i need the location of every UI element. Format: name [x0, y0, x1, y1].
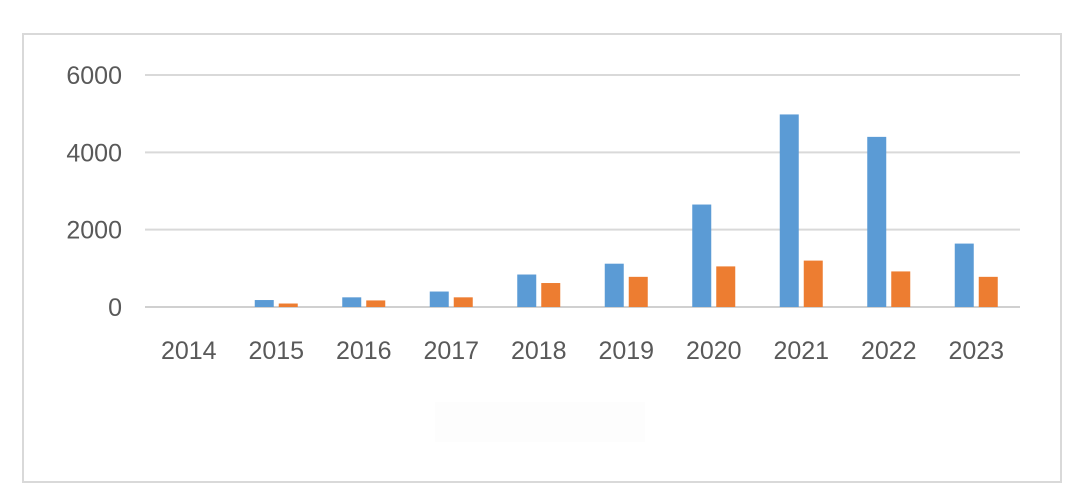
- x-tick-label: 2016: [336, 337, 392, 365]
- y-tick-label: 0: [108, 294, 122, 322]
- x-axis-tick-labels: 2014 2015 2016 2017 2018 2019 2020 2021 2022 2023: [161, 337, 1004, 365]
- bar-series2-2021: [803, 260, 823, 307]
- bar-series2-2015: [278, 303, 298, 307]
- x-tick-label: 2020: [686, 337, 742, 365]
- bars: [254, 114, 998, 307]
- bar-series1-2020: [692, 204, 712, 307]
- bar-series1-2015: [254, 300, 274, 307]
- x-tick-label: 2021: [773, 337, 829, 365]
- x-tick-label: 2023: [948, 337, 1004, 365]
- bar-series1-2018: [517, 274, 537, 307]
- bar-series2-2022: [891, 271, 911, 307]
- legend-area: [435, 402, 645, 442]
- bar-series2-2017: [453, 297, 473, 307]
- bar-series2-2018: [541, 283, 561, 307]
- x-tick-label: 2015: [248, 337, 304, 365]
- x-tick-label: 2019: [598, 337, 654, 365]
- y-tick-label: 2000: [66, 217, 122, 245]
- x-tick-label: 2017: [423, 337, 479, 365]
- bar-series1-2022: [867, 136, 887, 307]
- y-tick-label: 4000: [66, 139, 122, 167]
- bar-series2-2019: [628, 276, 648, 307]
- y-axis-tick-labels: 0 2000 4000 6000: [66, 62, 122, 322]
- bar-series2-2023: [978, 276, 998, 307]
- bar-series1-2023: [954, 243, 974, 307]
- bar-series1-2017: [429, 291, 449, 307]
- bar-series1-2019: [604, 263, 624, 307]
- x-tick-label: 2018: [511, 337, 567, 365]
- bar-series2-2016: [366, 300, 386, 307]
- y-tick-label: 6000: [66, 62, 122, 90]
- x-tick-label: 2014: [161, 337, 217, 365]
- bar-series1-2021: [779, 114, 799, 307]
- bar-series1-2016: [342, 297, 362, 307]
- bar-series2-2020: [716, 266, 736, 307]
- gridlines: [145, 74, 1020, 308]
- x-tick-label: 2022: [861, 337, 917, 365]
